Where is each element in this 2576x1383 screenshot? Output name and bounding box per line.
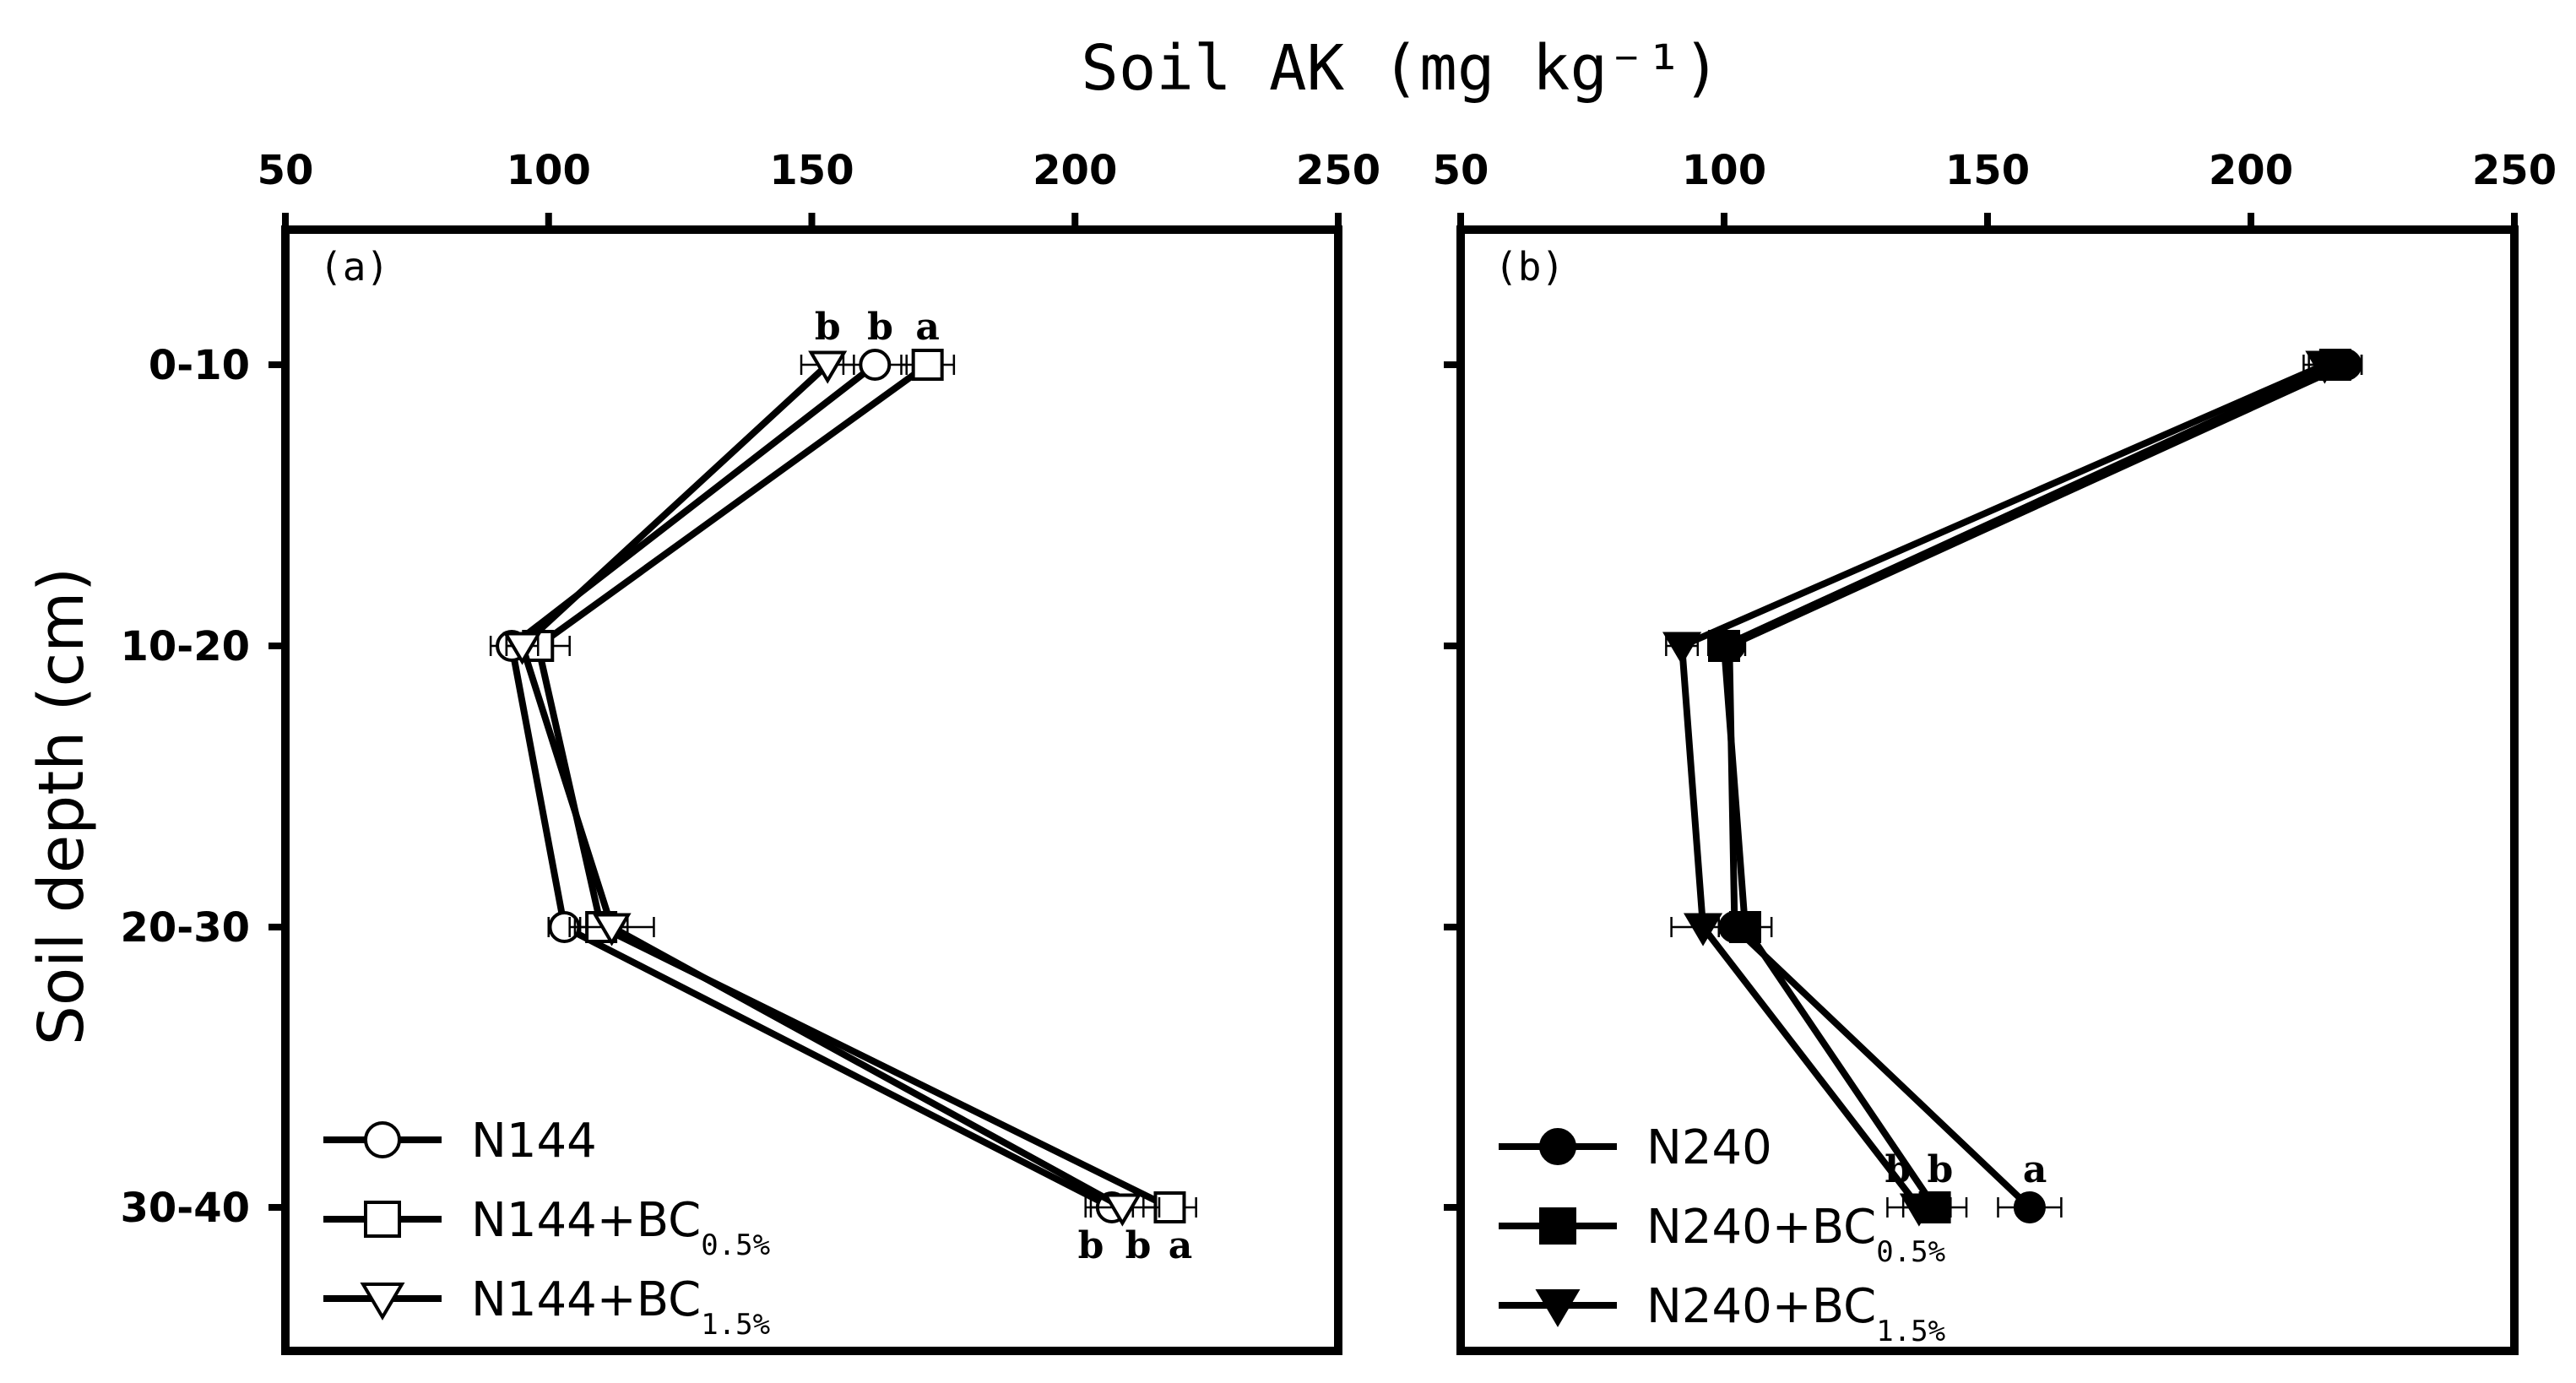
- series-n144-bc-15: [502, 350, 1161, 1227]
- series-line: [518, 362, 1125, 1211]
- y-tick-label: 0-10: [149, 342, 250, 389]
- legend-label: N240+BC0.5%: [1646, 1200, 1945, 1269]
- legend-marker: [1539, 1207, 1576, 1245]
- data-point: [808, 350, 848, 384]
- chart-title: Soil AK (mg kg⁻¹): [1081, 32, 1720, 105]
- data-point: [592, 913, 632, 946]
- legend-marker: [364, 1201, 401, 1238]
- x-tick-label: 250: [1296, 147, 1380, 194]
- legend-label: N144: [471, 1114, 597, 1169]
- x-tick-label: 50: [258, 147, 314, 194]
- plot-frame: [1456, 225, 2519, 1355]
- x-tick-label: 200: [2209, 147, 2293, 194]
- series-n144: [489, 349, 1135, 1223]
- series-n240-bc-05: [1707, 349, 2363, 1223]
- legend-marker: [360, 1283, 405, 1321]
- x-tick-label: 100: [1682, 147, 1766, 194]
- x-tick-label: 250: [2472, 147, 2557, 194]
- legend-label: N240+BC1.5%: [1646, 1279, 1945, 1348]
- series-line: [507, 361, 1114, 1211]
- legend: N144 N144+BC0.5% N144+BC1.5%: [323, 1114, 770, 1342]
- x-tick-label: 150: [1945, 147, 2030, 194]
- legend-marker: [1539, 1128, 1576, 1165]
- data-point: [1683, 913, 1723, 946]
- significance-letter: a: [2023, 1148, 2047, 1191]
- x-tick-label: 50: [1433, 147, 1489, 194]
- legend-marker: [1535, 1289, 1581, 1327]
- data-point: [2305, 350, 2345, 384]
- series-n240-bc-15: [1662, 350, 2347, 1227]
- panel-b: 50 100 150 200 250 (b) b b a N240 N240+BC0.5% N240+…: [1433, 147, 2557, 1355]
- significance-letter: a: [1169, 1224, 1193, 1267]
- panel-label: (b): [1494, 244, 1565, 290]
- series-line: [1720, 361, 2337, 1210]
- x-tick-label: 150: [769, 147, 854, 194]
- data-point: [502, 632, 542, 665]
- data-point: [1899, 1193, 1939, 1227]
- legend-subscript: 1.5%: [701, 1308, 770, 1342]
- data-point: [1103, 1193, 1142, 1227]
- y-tick-label: 30-40: [120, 1185, 250, 1232]
- significance-letter: b: [867, 306, 893, 349]
- panel-label: (a): [319, 244, 389, 290]
- y-tick-label: 10-20: [120, 623, 250, 670]
- data-point: [1662, 632, 1702, 665]
- series-line: [1678, 361, 2326, 1210]
- y-axis-label: Soil depth (cm): [25, 567, 98, 1045]
- x-tick-label: 200: [1033, 147, 1117, 194]
- series-n240: [1712, 349, 2363, 1223]
- significance-letter: b: [1125, 1224, 1152, 1267]
- x-tick-label: 100: [507, 147, 591, 194]
- plot-frame: [281, 225, 1342, 1355]
- significance-letter: b: [1078, 1224, 1104, 1267]
- significance-letter: b: [1885, 1148, 1912, 1191]
- series-line: [534, 361, 1172, 1211]
- data-point: [859, 349, 892, 381]
- legend-subscript: 0.5%: [701, 1228, 770, 1262]
- series-n144-bc-05: [505, 349, 1197, 1223]
- legend-label: N240: [1646, 1120, 1772, 1175]
- significance-letter: a: [915, 306, 940, 349]
- data-point: [911, 349, 944, 381]
- legend-label: N144+BC0.5%: [471, 1193, 770, 1262]
- data-point: [1708, 630, 1740, 662]
- legend-subscript: 1.5%: [1876, 1315, 1945, 1348]
- legend-subscript: 0.5%: [1876, 1235, 1945, 1269]
- y-tick-label: 20-30: [120, 904, 250, 952]
- significance-letter: b: [815, 306, 841, 349]
- legend-label: N144+BC1.5%: [471, 1272, 770, 1342]
- legend-marker: [364, 1121, 401, 1158]
- data-point: [2013, 1191, 2046, 1223]
- significance-letter: b: [1927, 1148, 1953, 1191]
